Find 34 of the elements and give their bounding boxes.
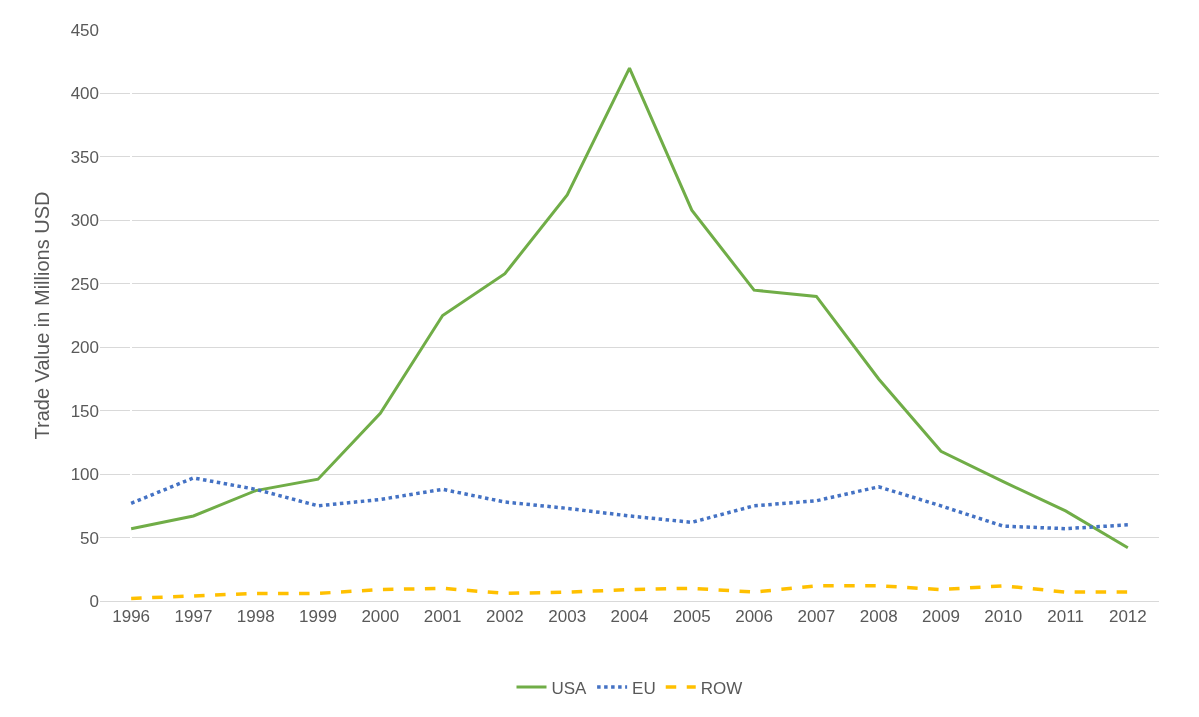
x-tick-label: 2011 bbox=[1047, 607, 1084, 627]
line-series bbox=[129, 66, 1130, 550]
x-tick-label: 2005 bbox=[672, 607, 711, 627]
y-tick-label: 350 bbox=[70, 147, 99, 167]
legend-label: ROW bbox=[700, 678, 743, 698]
x-tick-label: 1996 bbox=[112, 607, 151, 627]
legend-label: EU bbox=[632, 678, 656, 698]
y-tick-label: 100 bbox=[70, 465, 99, 485]
x-tick-label: 2000 bbox=[361, 607, 400, 627]
x-tick-label: 2009 bbox=[922, 607, 960, 627]
line-series bbox=[129, 476, 1130, 531]
x-tick-label: 1999 bbox=[299, 607, 337, 627]
line-series bbox=[129, 584, 1130, 601]
legend-label: USA bbox=[551, 678, 588, 698]
x-tick-label: 2003 bbox=[548, 607, 587, 627]
x-tick-label: 2001 bbox=[423, 607, 462, 627]
y-tick-label: 450 bbox=[70, 20, 99, 40]
y-tick-label: 400 bbox=[70, 84, 99, 104]
y-tick-label: 250 bbox=[70, 274, 99, 294]
x-tick-label: 2007 bbox=[797, 607, 836, 627]
x-tick-label: 2008 bbox=[859, 607, 898, 627]
x-tick-label: 2006 bbox=[735, 607, 773, 627]
y-tick-label: 300 bbox=[70, 211, 99, 231]
x-tick-label: 1998 bbox=[236, 607, 275, 627]
x-tick-label: 2004 bbox=[610, 607, 649, 627]
y-tick-label: 0 bbox=[89, 591, 99, 611]
y-axis-title: Trade Value in Millions USD bbox=[31, 191, 54, 440]
y-tick-label: 150 bbox=[70, 401, 99, 421]
y-tick-label: 50 bbox=[80, 528, 99, 548]
x-tick-label: 2010 bbox=[984, 607, 1023, 627]
x-tick-label: 1997 bbox=[174, 607, 213, 627]
x-tick-label: 2012 bbox=[1108, 607, 1147, 627]
x-tick-label: 2002 bbox=[486, 607, 524, 627]
y-tick-label: 200 bbox=[70, 338, 99, 358]
